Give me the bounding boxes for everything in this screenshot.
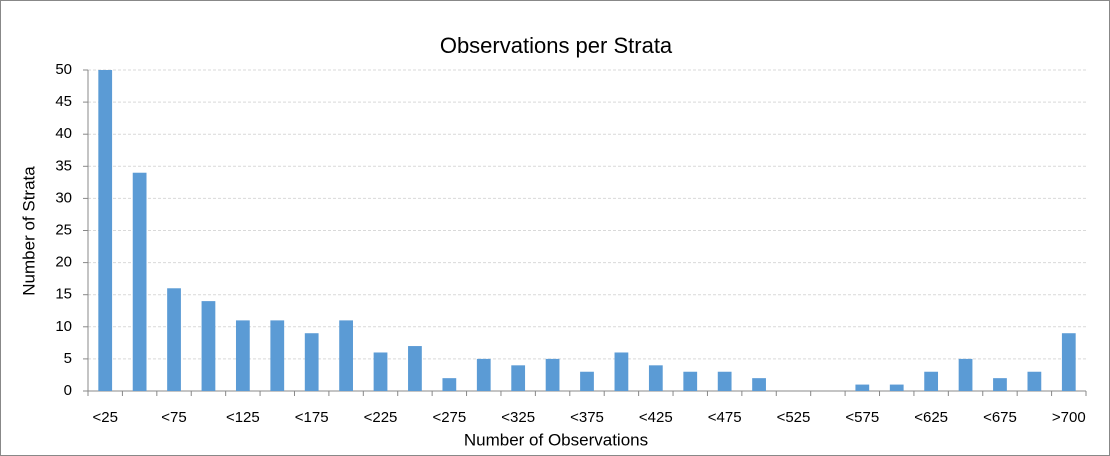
- y-tick-label: 50: [55, 61, 72, 78]
- y-axis-title: Number of Strata: [19, 166, 38, 296]
- x-axis-title: Number of Observations: [464, 430, 648, 449]
- bar: [683, 371, 698, 391]
- bar: [545, 358, 560, 391]
- x-tick-label: <475: [708, 409, 742, 426]
- x-tick-label: <525: [777, 409, 811, 426]
- y-tick-label: 35: [55, 157, 72, 174]
- y-tick-label: 25: [55, 221, 72, 238]
- bar: [717, 371, 732, 391]
- x-tick-label: <75: [161, 409, 186, 426]
- y-tick-label: 10: [55, 318, 72, 335]
- bar: [373, 352, 388, 391]
- bar: [98, 70, 113, 391]
- x-tick-label: <125: [226, 409, 260, 426]
- x-tick-label: <575: [845, 409, 879, 426]
- x-tick-label: <225: [364, 409, 398, 426]
- bar: [408, 346, 422, 391]
- bar: [958, 358, 973, 391]
- bar: [1027, 371, 1042, 391]
- x-tick-label: <675: [983, 409, 1017, 426]
- x-tick-label: <625: [914, 409, 948, 426]
- y-tick-label: 20: [55, 254, 72, 271]
- x-tick-label: <325: [501, 409, 535, 426]
- bar: [993, 378, 1007, 391]
- x-tick-label: >700: [1052, 409, 1086, 426]
- y-tick-label: 5: [64, 350, 72, 367]
- bar: [855, 384, 870, 391]
- x-tick-label: <375: [570, 409, 604, 426]
- bar: [1061, 333, 1076, 391]
- bar: [889, 384, 904, 391]
- x-tick-label: <425: [639, 409, 673, 426]
- x-tick-label: <25: [92, 409, 117, 426]
- bar: [924, 371, 939, 391]
- y-tick-label: 15: [55, 286, 72, 303]
- y-tick-label: 40: [55, 125, 72, 142]
- x-tick-label: <275: [432, 409, 466, 426]
- x-tick-label: <175: [295, 409, 329, 426]
- bar: [339, 320, 353, 391]
- bar: [201, 301, 216, 391]
- bar: [511, 365, 526, 391]
- chart-title: Observations per Strata: [440, 33, 673, 58]
- bar: [580, 371, 594, 391]
- bar: [476, 358, 491, 391]
- bar: [304, 333, 319, 391]
- y-tick-label: 30: [55, 189, 72, 206]
- bar: [270, 320, 285, 391]
- y-tick-label: 45: [55, 93, 72, 110]
- bar: [442, 378, 457, 391]
- bar: [752, 378, 766, 391]
- bar: [132, 172, 147, 391]
- bar: [648, 365, 663, 391]
- y-tick-label: 0: [64, 382, 72, 399]
- bar: [235, 320, 250, 391]
- bar: [614, 352, 629, 391]
- bar: [167, 288, 181, 391]
